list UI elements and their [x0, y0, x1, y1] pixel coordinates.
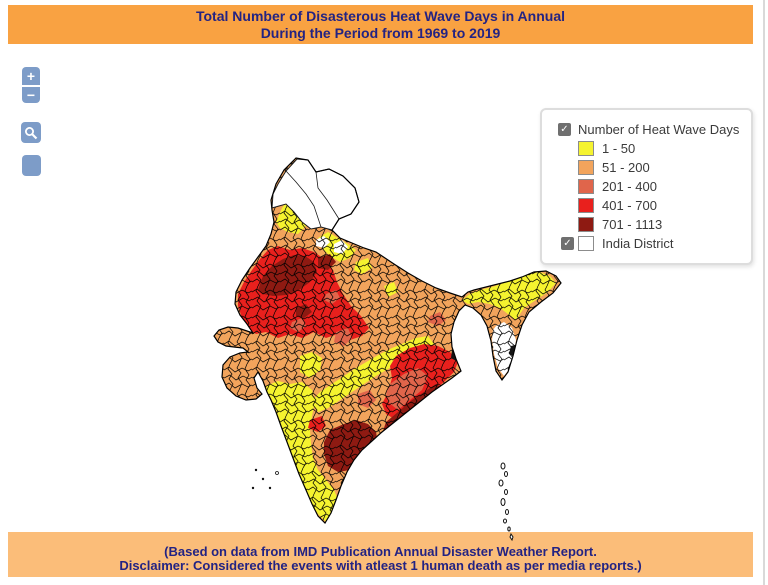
legend-class-row: 701 - 1113: [578, 217, 751, 232]
footer-line-2: Disclaimer: Considered the events with a…: [119, 558, 642, 573]
magnifier-icon: [25, 126, 38, 139]
heat-wave-layer-checkbox[interactable]: [558, 123, 571, 136]
page-title-line-1: Total Number of Disasterous Heat Wave Da…: [195, 7, 565, 24]
legend-class-row: 1 - 50: [578, 141, 751, 156]
district-choropleth-fills[interactable]: [180, 150, 580, 540]
zoom-box-button[interactable]: [21, 122, 41, 143]
legend-class-row: 51 - 200: [578, 160, 751, 175]
india-district-layer-row: India District: [561, 236, 751, 251]
zoom-in-button[interactable]: +: [22, 67, 40, 85]
page-title-line-2: During the Period from 1969 to 2019: [260, 24, 501, 41]
andaman-islands: [498, 462, 514, 542]
class-swatch-1: [578, 141, 594, 156]
class-label-1: 1 - 50: [602, 141, 636, 156]
zoom-out-button[interactable]: −: [22, 86, 40, 103]
india-outline: [213, 157, 562, 524]
heat-wave-layer-row: Number of Heat Wave Days: [558, 122, 751, 137]
class-label-5: 701 - 1113: [602, 217, 663, 232]
heat-wave-layer-title: Number of Heat Wave Days: [578, 122, 740, 137]
class-label-3: 201 - 400: [602, 179, 657, 194]
india-district-label: India District: [602, 236, 674, 251]
lakshadweep-islands: [251, 468, 279, 490]
legend-class-row: 401 - 700: [578, 198, 751, 213]
footer-banner: (Based on data from IMD Publication Annu…: [8, 532, 753, 577]
layer-legend-panel: Number of Heat Wave Days 1 - 50 51 - 200…: [540, 108, 753, 265]
pan-button[interactable]: [22, 155, 41, 176]
class-swatch-2: [578, 160, 594, 175]
page-edge-line: [763, 0, 765, 585]
header-banner: Total Number of Disasterous Heat Wave Da…: [8, 5, 753, 44]
district-boundaries-mesh: [214, 158, 561, 523]
class-label-4: 401 - 700: [602, 198, 657, 213]
footer-line-1: (Based on data from IMD Publication Annu…: [164, 544, 597, 559]
legend-class-row: 201 - 400: [578, 179, 751, 194]
india-district-swatch: [578, 236, 594, 251]
class-swatch-5: [578, 217, 594, 232]
class-label-2: 51 - 200: [602, 160, 650, 175]
class-swatch-3: [578, 179, 594, 194]
class-swatch-4: [578, 198, 594, 213]
india-district-checkbox[interactable]: [561, 237, 574, 250]
